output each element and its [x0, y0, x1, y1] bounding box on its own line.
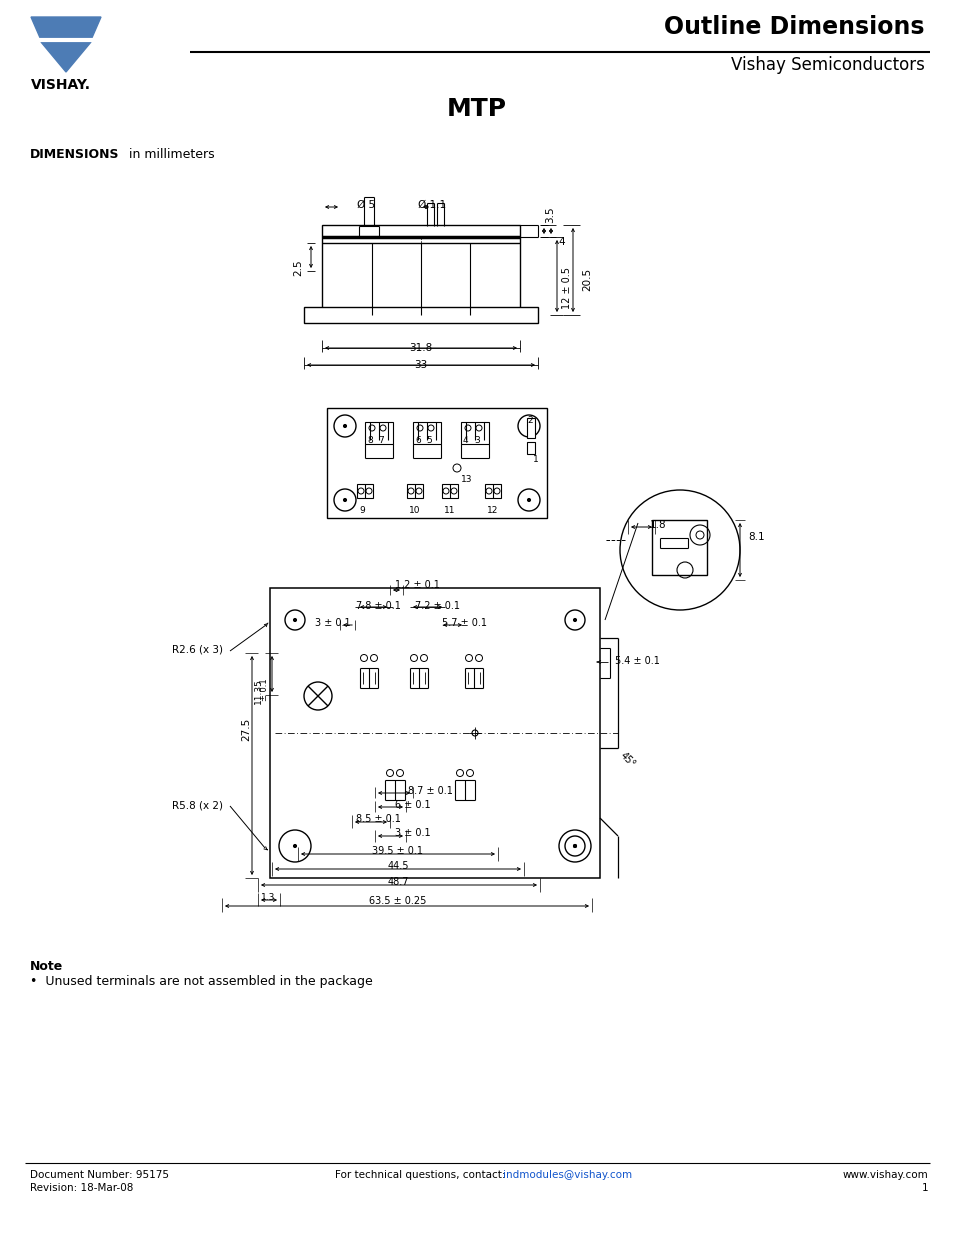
Text: DIMENSIONS: DIMENSIONS: [30, 148, 119, 161]
Text: 7: 7: [377, 436, 383, 445]
Circle shape: [343, 499, 346, 501]
Circle shape: [573, 619, 576, 621]
Circle shape: [573, 845, 576, 847]
Text: Outline Dimensions: Outline Dimensions: [664, 15, 924, 40]
Bar: [526, 442, 535, 454]
Text: 5.4 ± 0.1: 5.4 ± 0.1: [615, 656, 659, 666]
Bar: [407, 484, 422, 498]
Text: 9: 9: [358, 506, 364, 515]
Text: 44.5: 44.5: [387, 861, 408, 871]
Text: 5.7 ± 0.1: 5.7 ± 0.1: [441, 618, 486, 629]
Text: Ø 5: Ø 5: [356, 200, 375, 210]
Text: 33: 33: [414, 359, 427, 370]
Text: Revision: 18-Mar-08: Revision: 18-Mar-08: [30, 1183, 133, 1193]
Text: 6: 6: [415, 436, 420, 445]
Circle shape: [343, 425, 346, 427]
Bar: [413, 422, 440, 445]
Text: VISHAY.: VISHAY.: [30, 78, 91, 91]
Text: 45°: 45°: [618, 750, 637, 769]
Text: 4: 4: [462, 436, 468, 445]
Text: 2.5: 2.5: [293, 259, 303, 275]
Text: Document Number: 95175: Document Number: 95175: [30, 1170, 169, 1179]
Text: 12 ± 0.5: 12 ± 0.5: [561, 267, 572, 309]
Bar: [304, 308, 537, 324]
Text: 2: 2: [526, 416, 532, 425]
Bar: [365, 422, 393, 445]
Text: 3 ± 0.1: 3 ± 0.1: [395, 827, 430, 839]
Text: 27.5: 27.5: [241, 718, 251, 741]
Bar: [327, 408, 546, 517]
Text: 31.8: 31.8: [409, 343, 432, 353]
Bar: [441, 484, 457, 498]
Polygon shape: [41, 42, 91, 72]
Text: 8.5 ± 0.1: 8.5 ± 0.1: [355, 814, 400, 824]
Text: 12: 12: [486, 506, 497, 515]
Circle shape: [294, 619, 296, 621]
Text: 10: 10: [409, 506, 420, 515]
Text: Note: Note: [30, 960, 63, 973]
Bar: [356, 484, 373, 498]
Text: Ø 1.1: Ø 1.1: [417, 200, 446, 210]
Circle shape: [527, 425, 530, 427]
Text: For technical questions, contact:: For technical questions, contact:: [335, 1170, 508, 1179]
Text: 8.1: 8.1: [747, 532, 763, 542]
Bar: [526, 417, 535, 438]
Text: 1: 1: [533, 454, 538, 464]
Text: R2.6 (x 3): R2.6 (x 3): [172, 645, 223, 655]
Text: 3.5: 3.5: [544, 206, 555, 222]
Text: 5: 5: [426, 436, 432, 445]
Circle shape: [527, 499, 530, 501]
Text: 20.5: 20.5: [581, 268, 592, 291]
Text: 7.8 ± 0.1: 7.8 ± 0.1: [355, 601, 400, 611]
Text: Vishay Semiconductors: Vishay Semiconductors: [730, 56, 924, 74]
Text: 63.5 ± 0.25: 63.5 ± 0.25: [369, 897, 426, 906]
Text: www.vishay.com: www.vishay.com: [841, 1170, 927, 1179]
Text: 48.7: 48.7: [387, 877, 408, 887]
Text: 1.8: 1.8: [649, 520, 666, 530]
Text: 39.5 ± 0.1: 39.5 ± 0.1: [372, 846, 423, 856]
Bar: [484, 484, 500, 498]
Bar: [651, 520, 706, 576]
Text: 1.3: 1.3: [260, 893, 274, 902]
Bar: [460, 422, 489, 445]
Text: 13: 13: [460, 475, 472, 484]
Text: 3 ± 0.1: 3 ± 0.1: [314, 618, 351, 629]
Text: 8: 8: [367, 436, 373, 445]
Text: 3: 3: [474, 436, 479, 445]
Circle shape: [294, 845, 296, 847]
Text: indmodules@vishay.com: indmodules@vishay.com: [502, 1170, 632, 1179]
Text: 8.7 ± 0.1: 8.7 ± 0.1: [408, 785, 453, 797]
Text: 11.35: 11.35: [253, 678, 262, 704]
Text: 11: 11: [443, 506, 455, 515]
Circle shape: [573, 845, 576, 847]
Text: •  Unused terminals are not assembled in the package: • Unused terminals are not assembled in …: [30, 974, 373, 988]
Text: MTP: MTP: [447, 98, 506, 121]
Text: in millimeters: in millimeters: [125, 148, 214, 161]
Bar: [322, 225, 519, 315]
Text: 4: 4: [558, 237, 564, 247]
Text: 6 ± 0.1: 6 ± 0.1: [395, 800, 430, 810]
Text: 7.2 ± 0.1: 7.2 ± 0.1: [415, 601, 459, 611]
Bar: [270, 588, 599, 878]
Text: ± 0.1: ± 0.1: [260, 678, 269, 700]
Text: 1.2 ± 0.1: 1.2 ± 0.1: [395, 580, 439, 590]
Polygon shape: [30, 17, 101, 40]
Text: 1: 1: [921, 1183, 927, 1193]
Text: R5.8 (x 2): R5.8 (x 2): [172, 800, 223, 810]
